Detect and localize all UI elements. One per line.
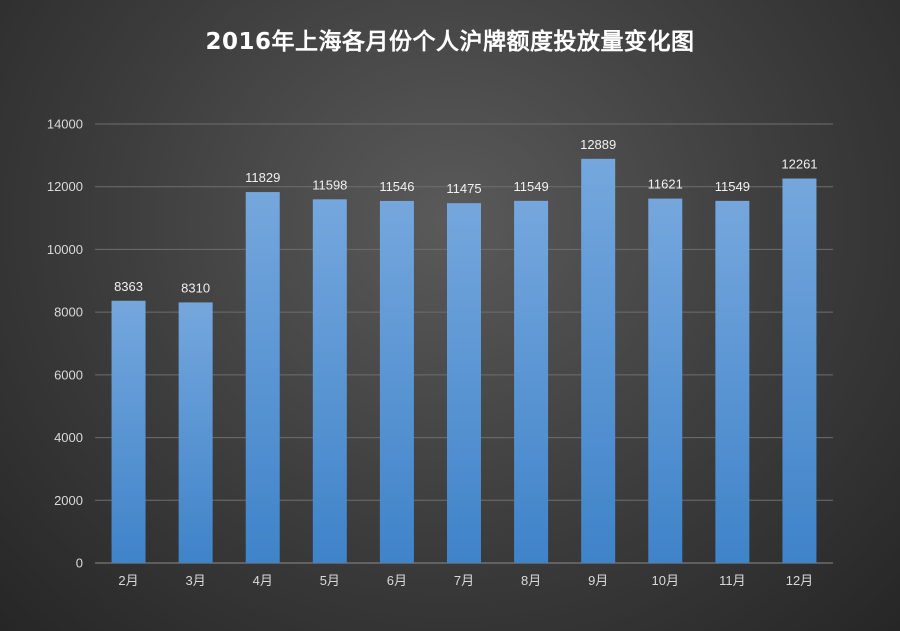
y-axis-ticks: 0 2000 4000 6000 8000 10000 12000 14000: [47, 117, 83, 571]
bar: [312, 199, 347, 563]
data-label: 11549: [513, 179, 548, 194]
x-category-label: 5月: [320, 573, 340, 588]
bar: [648, 198, 683, 564]
data-label: 8363: [114, 279, 143, 294]
data-label: 11549: [715, 179, 750, 194]
x-category-label: 8月: [521, 573, 541, 588]
y-tick-label: 8000: [54, 305, 83, 320]
x-category-label: 3月: [186, 573, 206, 588]
y-tick-label: 4000: [54, 430, 83, 445]
chart-title: 2016年上海各月份个人沪牌额度投放量变化图: [205, 29, 695, 55]
data-label: 11598: [312, 177, 347, 192]
x-category-label: 10月: [652, 573, 679, 588]
bar: [245, 192, 280, 563]
data-label: 8310: [181, 280, 210, 295]
bars: [111, 158, 817, 564]
data-label: 11621: [648, 177, 683, 192]
data-labels: 8363 8310 11829 11598 11546 11475 11549 12889 11…: [114, 137, 817, 296]
data-label: 12261: [781, 157, 817, 172]
x-category-label: 6月: [387, 573, 407, 588]
bar: [514, 200, 549, 563]
x-category-label: 11月: [719, 573, 746, 588]
x-category-label: 4月: [253, 573, 273, 588]
x-axis-categories: 2月 3月 4月 5月 6月 7月 8月 9月 10月 11月 12月: [118, 573, 813, 588]
y-tick-label: 10000: [47, 242, 83, 257]
bar: [715, 200, 750, 563]
bar: [782, 178, 817, 563]
y-tick-label: 6000: [54, 367, 83, 382]
y-tick-label: 14000: [47, 117, 83, 132]
bar: [178, 302, 213, 563]
y-tick-label: 0: [76, 556, 83, 571]
bar: [447, 203, 481, 563]
x-category-label: 9月: [588, 573, 608, 588]
y-tick-label: 2000: [54, 493, 83, 508]
data-label: 12889: [580, 137, 616, 152]
x-category-label: 2月: [118, 573, 138, 588]
x-category-label: 12月: [786, 573, 813, 588]
bar: [379, 200, 414, 563]
bar: [111, 300, 146, 563]
data-label: 11475: [446, 181, 481, 196]
x-category-label: 7月: [454, 573, 474, 588]
data-label: 11829: [245, 170, 280, 185]
data-label: 11546: [379, 179, 414, 194]
bar: [581, 158, 616, 564]
y-tick-label: 12000: [47, 179, 83, 194]
